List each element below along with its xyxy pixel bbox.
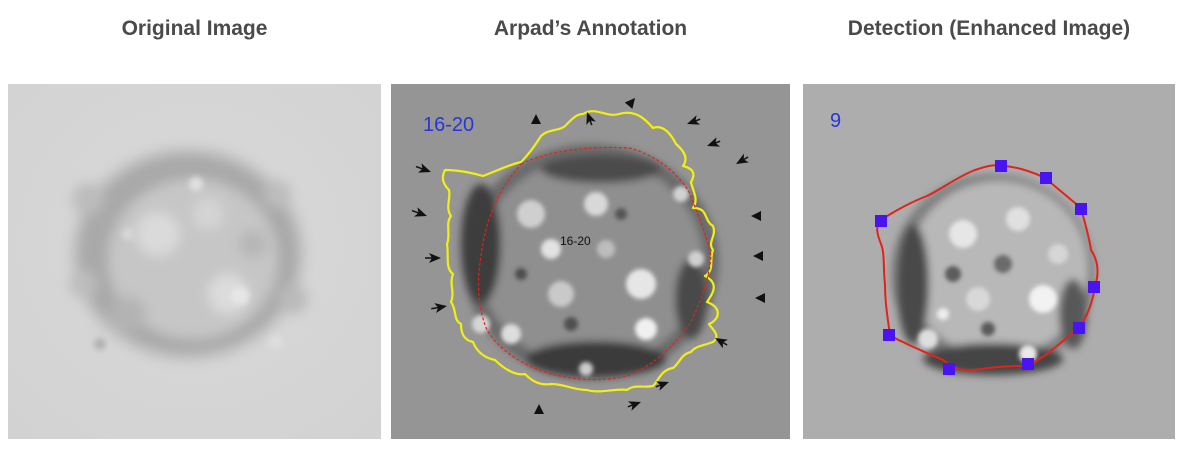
- arrowhead-icon: [715, 338, 728, 349]
- yellow-contour: [441, 110, 719, 393]
- arrowhead-icon: [425, 253, 441, 263]
- original-image-title: Original Image: [121, 17, 268, 40]
- arrowhead-icon: [687, 115, 701, 125]
- marker-icon: [995, 160, 1007, 172]
- original-cell-image: [8, 84, 381, 439]
- detection-count-label: 9: [830, 110, 842, 132]
- marker-icon: [1075, 203, 1087, 215]
- marker-icon: [883, 329, 895, 341]
- arrowhead-icon: [586, 112, 596, 126]
- arrowhead-icon: [431, 303, 447, 314]
- marker-icon: [943, 363, 955, 375]
- marker-icon: [1040, 172, 1052, 184]
- annotated-cell-image: [391, 84, 790, 439]
- arrowhead-icon: [411, 207, 427, 217]
- arrowhead-icon: [736, 153, 749, 164]
- marker-icon: [1022, 358, 1034, 370]
- arrowhead-icon: [627, 401, 641, 411]
- annotation-center-label: 16-20: [560, 234, 591, 248]
- annotation-title: Arpad’s Annotation: [493, 17, 688, 40]
- red-dashed-contour: [477, 146, 712, 381]
- detection-panel: 9: [803, 84, 1175, 439]
- annotation-count-label: 16-20: [423, 114, 475, 136]
- arrowhead-icon: [755, 293, 765, 303]
- detection-title: Detection (Enhanced Image): [847, 17, 1131, 40]
- detection-cell-image: [803, 84, 1175, 439]
- arrowhead-group: [411, 98, 765, 414]
- arrowhead-icon: [624, 98, 635, 109]
- arrowhead-icon: [753, 251, 763, 261]
- arrowhead-icon: [534, 404, 544, 414]
- arrowhead-icon: [655, 381, 669, 391]
- original-image-panel: [8, 84, 381, 439]
- arrowhead-icon: [707, 137, 721, 147]
- annotation-panel: 16-20 16-20: [391, 84, 790, 439]
- detection-marker-group: [875, 160, 1100, 375]
- arrowhead-icon: [531, 114, 541, 124]
- marker-icon: [875, 215, 887, 227]
- arrowhead-icon: [415, 163, 431, 173]
- arrowhead-icon: [751, 211, 761, 221]
- marker-icon: [1073, 322, 1085, 334]
- marker-icon: [1088, 281, 1100, 293]
